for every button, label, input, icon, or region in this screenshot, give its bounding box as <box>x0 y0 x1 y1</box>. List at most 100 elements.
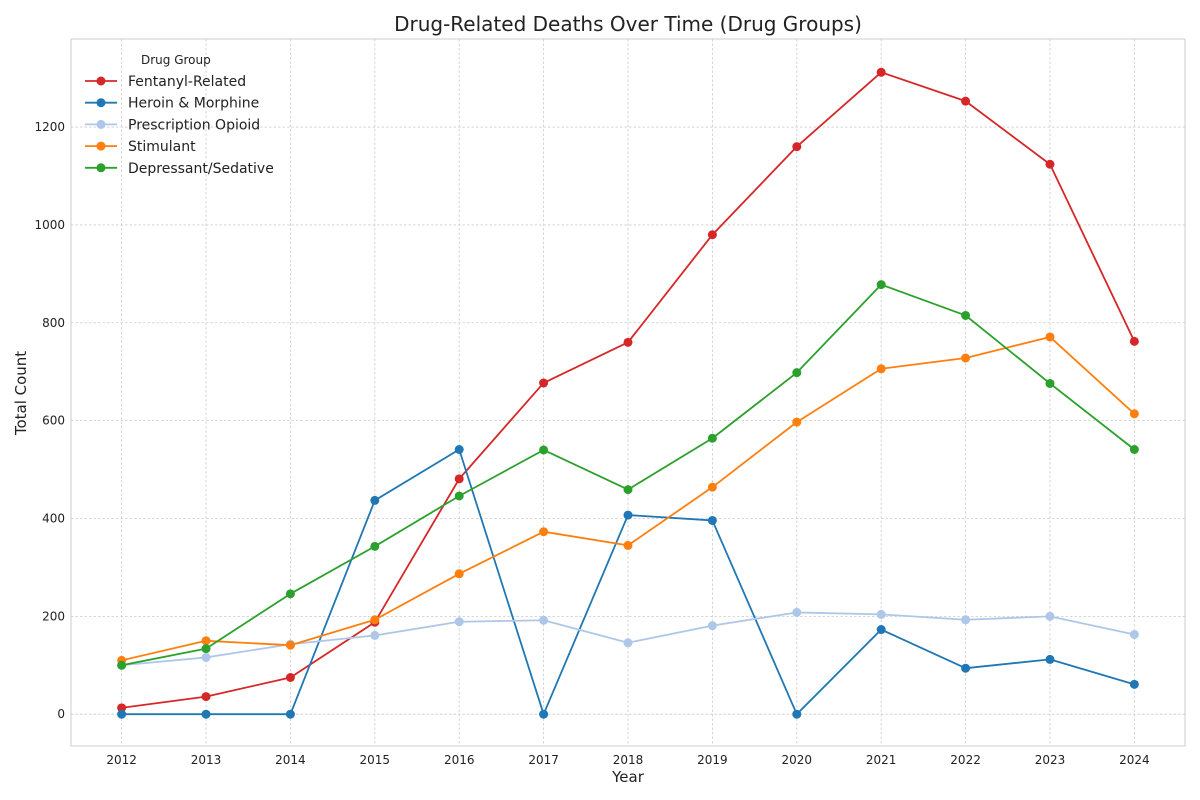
legend: Drug Group Fentanyl-Related Heroin & Morp… <box>85 53 274 177</box>
x-axis-label: Year <box>611 768 645 786</box>
data-point <box>623 638 633 648</box>
data-point <box>623 337 633 347</box>
data-point <box>201 652 211 662</box>
data-point <box>792 368 802 378</box>
data-point <box>623 510 633 520</box>
legend-label: Prescription Opioid <box>128 117 260 133</box>
data-point <box>117 709 127 719</box>
data-point <box>1129 679 1139 689</box>
data-point <box>876 625 886 635</box>
data-point <box>201 692 211 702</box>
data-point <box>961 615 971 625</box>
data-point <box>117 703 127 713</box>
data-point <box>876 609 886 619</box>
legend-marker <box>96 119 106 129</box>
data-point <box>1129 336 1139 346</box>
data-point <box>454 617 464 627</box>
legend-marker <box>96 163 106 173</box>
plot-frame <box>70 38 1186 747</box>
data-point <box>285 709 295 719</box>
data-point <box>539 527 549 537</box>
series-1 <box>117 445 1139 719</box>
data-point <box>707 482 717 492</box>
data-point <box>454 474 464 484</box>
data-point <box>201 709 211 719</box>
data-point <box>876 280 886 290</box>
data-point <box>1129 445 1139 455</box>
legend-marker <box>96 76 106 86</box>
legend-title: Drug Group <box>141 53 211 67</box>
data-point <box>201 644 211 654</box>
series-3 <box>117 332 1139 665</box>
data-point <box>539 709 549 719</box>
data-point <box>370 495 380 505</box>
x-tick-label: 2023 <box>1035 753 1066 767</box>
series-0 <box>117 67 1139 713</box>
data-point <box>961 310 971 320</box>
chart-title: Drug-Related Deaths Over Time (Drug Grou… <box>394 12 862 36</box>
x-tick-label: 2020 <box>782 753 813 767</box>
data-point <box>1129 629 1139 639</box>
data-point <box>454 491 464 501</box>
data-point <box>454 445 464 455</box>
series-4 <box>117 280 1139 670</box>
x-tick-label: 2022 <box>950 753 981 767</box>
data-point <box>707 230 717 240</box>
x-tick-label: 2014 <box>275 753 306 767</box>
y-tick-label: 1000 <box>34 218 65 232</box>
data-point <box>285 589 295 599</box>
x-tick-label: 2019 <box>697 753 728 767</box>
x-tick-label: 2017 <box>528 753 559 767</box>
data-point <box>961 353 971 363</box>
y-tick-label: 1200 <box>34 120 65 134</box>
y-axis-label: Total Count <box>12 351 30 436</box>
data-point <box>707 515 717 525</box>
y-tick-label: 200 <box>42 609 65 623</box>
data-point <box>285 640 295 650</box>
data-point <box>961 96 971 106</box>
legend-marker <box>96 141 106 151</box>
data-point <box>961 663 971 673</box>
data-point <box>201 636 211 646</box>
data-point <box>117 660 127 670</box>
y-axis-ticks: 0 200 400 600 800 1000 1200 <box>34 120 65 721</box>
legend-label: Fentanyl-Related <box>128 74 246 90</box>
data-point <box>707 621 717 631</box>
data-point <box>707 433 717 443</box>
data-point <box>876 67 886 77</box>
data-point <box>623 485 633 495</box>
x-tick-label: 2012 <box>106 753 137 767</box>
data-point <box>792 142 802 152</box>
x-tick-label: 2024 <box>1119 753 1150 767</box>
series-layer <box>117 67 1139 719</box>
y-tick-label: 800 <box>42 316 65 330</box>
legend-label: Depressant/Sedative <box>128 161 274 177</box>
x-axis-ticks: 2012 2013 2014 2015 2016 2017 2018 2019 2020 2021… <box>106 753 1149 767</box>
data-point <box>285 673 295 683</box>
data-point <box>370 541 380 551</box>
data-point <box>623 540 633 550</box>
data-point <box>1045 611 1055 621</box>
data-point <box>370 615 380 625</box>
data-point <box>1045 654 1055 664</box>
data-point <box>792 709 802 719</box>
data-point <box>1045 332 1055 342</box>
data-point <box>539 615 549 625</box>
data-point <box>370 630 380 640</box>
y-tick-label: 600 <box>42 414 65 428</box>
legend-label: Stimulant <box>128 139 196 155</box>
data-point <box>1045 378 1055 388</box>
x-tick-label: 2015 <box>360 753 391 767</box>
x-tick-label: 2018 <box>613 753 644 767</box>
data-point <box>539 378 549 388</box>
data-point <box>1045 159 1055 169</box>
data-point <box>1129 409 1139 419</box>
legend-marker <box>96 98 106 108</box>
y-tick-label: 0 <box>57 707 65 721</box>
x-tick-label: 2016 <box>444 753 475 767</box>
legend-label: Heroin & Morphine <box>128 96 259 112</box>
data-point <box>876 364 886 374</box>
data-point <box>792 607 802 617</box>
data-point <box>539 445 549 455</box>
